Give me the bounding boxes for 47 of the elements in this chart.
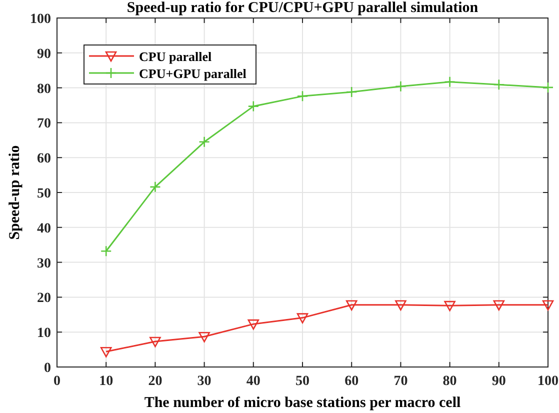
x-tick-label: 20 xyxy=(148,374,162,389)
point xyxy=(100,245,112,257)
y-tick-label: 30 xyxy=(37,256,51,272)
y-tick-label: 70 xyxy=(37,116,51,132)
x-axis-title: The number of micro base stations per macro cell xyxy=(144,395,461,411)
y-tick-label: 90 xyxy=(37,46,51,62)
x-tick-label: 60 xyxy=(344,374,359,389)
y-tick-label: 60 xyxy=(37,152,51,167)
legend-label: CPU parallel xyxy=(139,49,212,64)
point xyxy=(493,79,505,90)
point xyxy=(444,76,456,88)
point xyxy=(346,86,358,98)
point xyxy=(198,332,210,342)
y-tick-label: 10 xyxy=(37,326,51,342)
x-tick-label: 30 xyxy=(197,374,212,389)
x-tick-label: 80 xyxy=(442,374,457,389)
y-tick-label: 80 xyxy=(37,82,51,97)
point xyxy=(150,181,161,193)
point xyxy=(346,300,358,311)
point xyxy=(542,82,554,94)
chart-title: Speed-up ratio for CPU/CPU+GPU parallel simulation xyxy=(126,0,479,16)
point xyxy=(296,90,308,102)
point xyxy=(444,300,456,312)
y-tick-label: 100 xyxy=(30,12,51,27)
point xyxy=(542,300,554,311)
x-tick-label: 90 xyxy=(492,374,506,389)
y-tick-label: 40 xyxy=(37,221,51,236)
y-tick-label: 50 xyxy=(37,186,51,202)
x-tick-label: 40 xyxy=(246,374,260,389)
x-tick-label: 100 xyxy=(538,374,558,389)
point xyxy=(395,80,406,92)
point xyxy=(248,100,260,112)
point xyxy=(395,300,406,311)
point xyxy=(100,346,112,358)
y-tick-label: 20 xyxy=(37,291,51,306)
point xyxy=(493,300,505,311)
y-axis-title: Speed-up ratio xyxy=(7,145,23,240)
x-tick-label: 0 xyxy=(54,374,60,389)
x-tick-label: 10 xyxy=(99,374,114,389)
x-tick-label: 70 xyxy=(394,374,408,389)
y-tick-label: 0 xyxy=(44,361,51,376)
point xyxy=(248,319,260,330)
legend-label: CPU+GPU parallel xyxy=(139,66,247,81)
point xyxy=(296,313,308,324)
point xyxy=(150,336,161,348)
x-tick-label: 50 xyxy=(296,374,310,389)
point xyxy=(198,136,210,148)
